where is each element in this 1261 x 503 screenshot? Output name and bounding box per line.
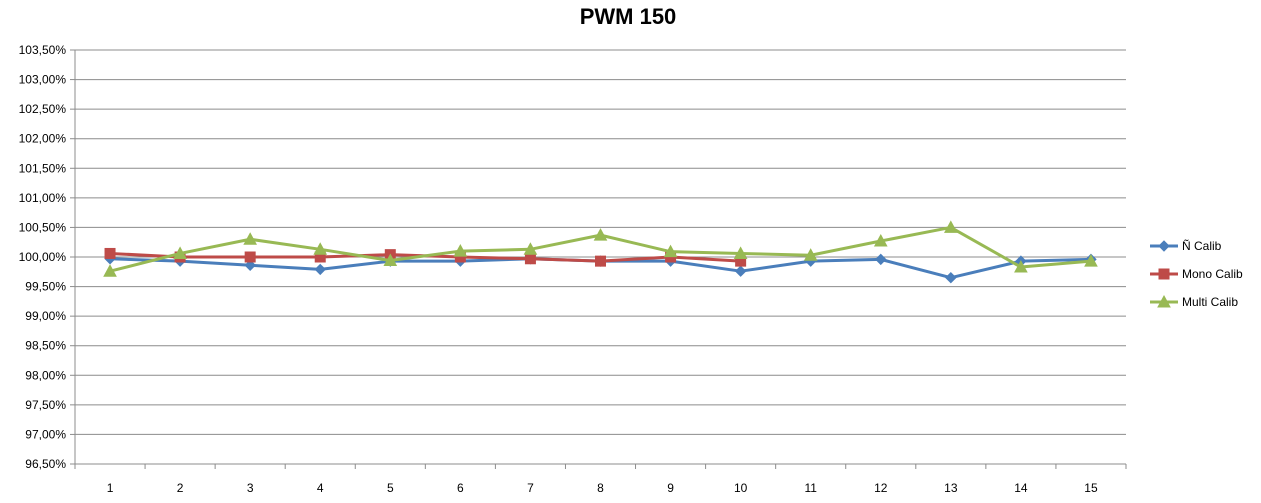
data-point [593,228,608,241]
x-tick-label: 1 [107,481,114,495]
data-point [104,247,116,259]
legend: Ñ Calib Mono Calib Multi Calib [1150,239,1243,309]
data-point [595,255,606,267]
y-tick-label: 102,50% [19,102,67,116]
y-tick-label: 97,00% [25,427,66,441]
x-tick-label: 12 [874,481,888,495]
chart-title: PWM 150 [580,4,677,29]
data-point [1084,254,1098,267]
axes [70,49,1127,469]
data-point [314,263,326,276]
legend-label: Multi Calib [1182,295,1238,309]
data-point [313,242,328,255]
y-tick-label: 97,50% [25,398,66,412]
legend-label: Ñ Calib [1182,239,1222,253]
y-tick-label: 100,00% [19,250,67,264]
data-point [873,233,888,247]
x-tick-label: 7 [527,481,534,495]
x-tick-label: 8 [597,481,604,495]
legend-label: Mono Calib [1182,267,1243,281]
x-axis-tick-labels: 1 2 3 4 5 6 7 8 9 10 11 12 13 14 15 [107,481,1098,495]
data-point [803,248,818,261]
legend-item: Multi Calib [1150,294,1238,309]
data-point [244,251,256,263]
data-point [243,232,258,245]
series-group [103,220,1098,284]
data-point [875,253,887,266]
legend-marker [1158,268,1170,280]
x-tick-label: 3 [247,481,254,495]
y-tick-label: 98,50% [25,339,66,353]
x-tick-label: 9 [667,481,674,495]
y-tick-label: 101,00% [19,191,67,205]
data-point [453,244,468,257]
x-tick-label: 14 [1014,481,1028,495]
data-point [733,246,748,259]
y-tick-label: 100,50% [19,220,67,234]
data-point [945,271,957,284]
y-tick-label: 99,50% [25,280,66,294]
data-point [523,242,538,255]
data-point [383,253,398,267]
legend-item: Ñ Calib [1150,239,1222,253]
y-tick-label: 99,00% [25,309,66,323]
x-tick-label: 4 [317,481,324,495]
y-tick-label: 96,50% [25,457,66,471]
data-point [173,246,187,259]
y-tick-label: 102,00% [19,132,67,146]
legend-marker [1158,240,1170,252]
y-tick-label: 103,00% [19,73,67,87]
series-2 [103,220,1098,277]
y-tick-label: 103,50% [19,43,67,57]
data-point [663,244,678,258]
x-tick-label: 11 [804,481,817,495]
legend-item: Mono Calib [1150,267,1243,281]
x-tick-label: 5 [387,481,394,495]
x-tick-label: 6 [457,481,464,495]
x-tick-label: 13 [944,481,958,495]
data-point [103,264,117,277]
y-axis-tick-labels: 96,50% 97,00% 97,50% 98,00% 98,50% 99,00% 99,5… [19,43,67,471]
gridlines [75,49,1126,435]
x-tick-label: 15 [1084,481,1098,495]
legend-marker [1157,294,1171,308]
x-tick-label: 2 [177,481,184,495]
data-point [1014,260,1028,273]
y-tick-label: 101,50% [19,161,67,175]
data-point [943,220,958,233]
x-tick-label: 10 [734,481,748,495]
data-point [524,253,536,265]
data-point [734,265,747,277]
y-tick-label: 98,00% [25,368,66,382]
data-point [244,259,256,271]
